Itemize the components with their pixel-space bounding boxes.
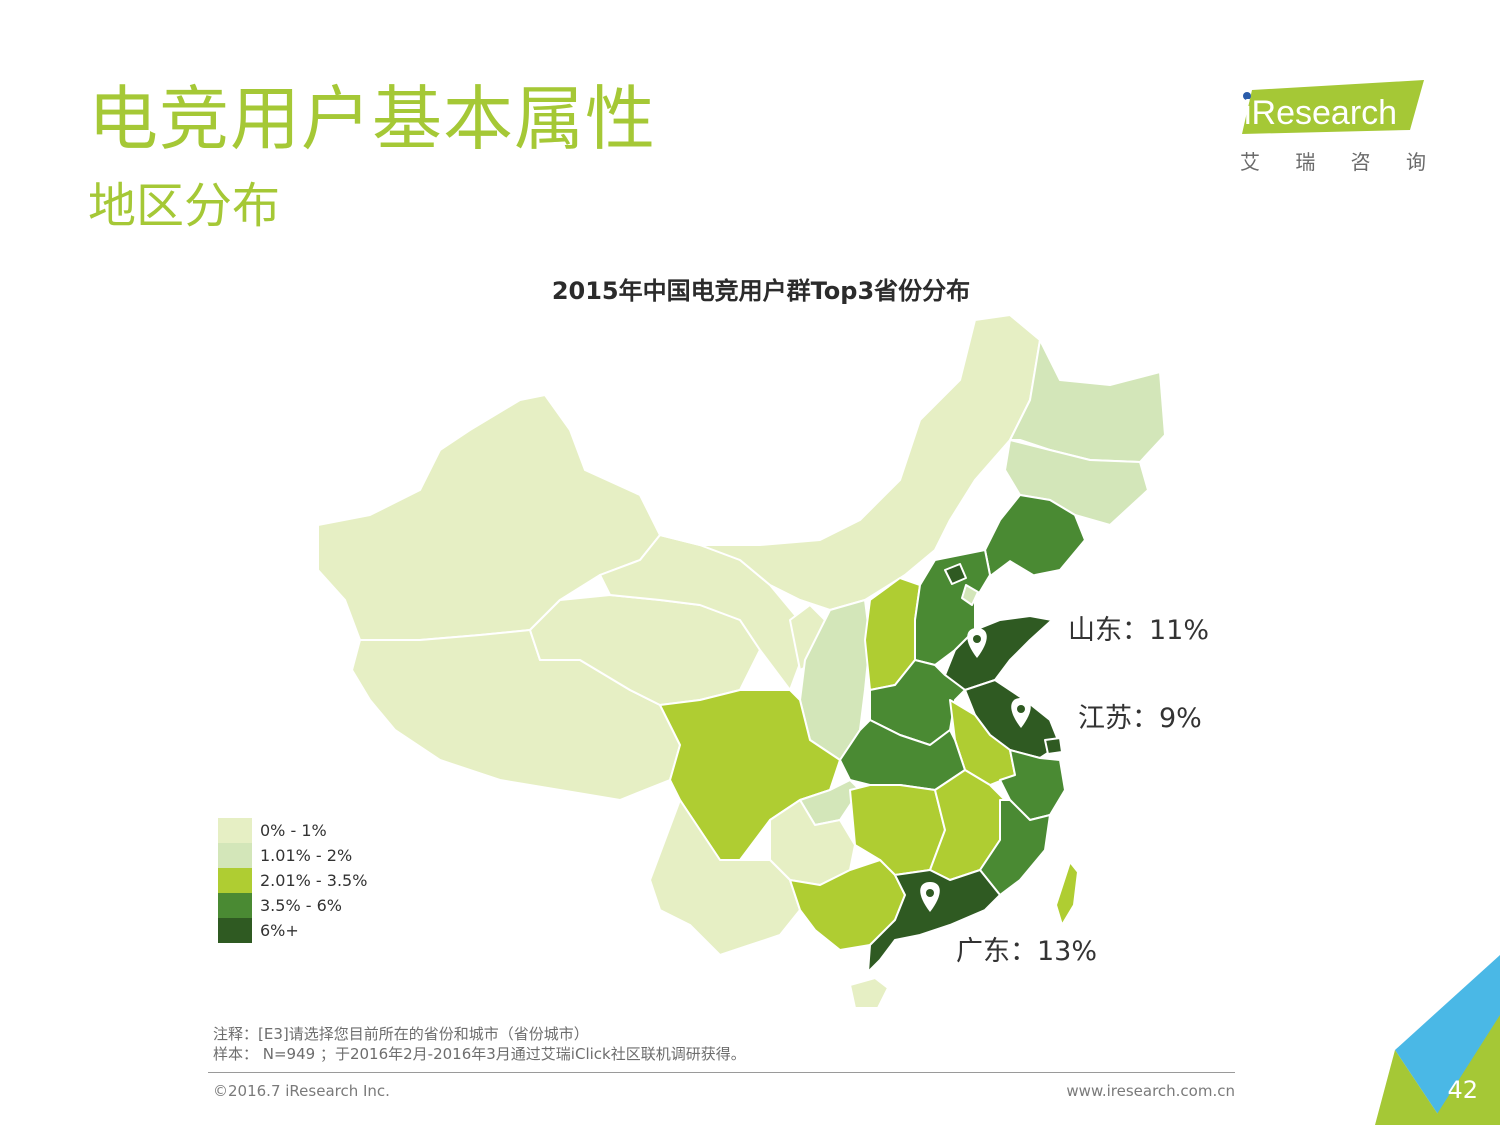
website-link[interactable]: www.iresearch.com.cn bbox=[1066, 1082, 1235, 1100]
province-yunnan bbox=[649, 799, 801, 956]
legend-item: 3.5% - 6% bbox=[218, 893, 367, 918]
province-hebei bbox=[914, 549, 991, 666]
province-taiwan bbox=[1055, 861, 1079, 926]
legend-label: 2.01% - 3.5% bbox=[260, 871, 368, 890]
province-hainan bbox=[849, 977, 889, 1009]
legend-item: 1.01% - 2% bbox=[218, 843, 367, 868]
logo-brand-text: iResearch bbox=[1244, 94, 1397, 132]
footer-divider bbox=[208, 1072, 1235, 1073]
logo-char: 瑞 bbox=[1295, 150, 1316, 174]
province-guangdong bbox=[867, 869, 1001, 973]
callout-jiangsu: 江苏：9% bbox=[1078, 703, 1202, 734]
legend-swatch bbox=[218, 868, 252, 893]
callout-guangdong: 广东：13% bbox=[956, 936, 1098, 967]
province-beijing bbox=[944, 563, 967, 585]
pin-icon bbox=[967, 628, 987, 658]
callout-shandong: 山东：11% bbox=[1068, 615, 1210, 646]
legend-label: 1.01% - 2% bbox=[260, 846, 353, 865]
province-shanghai bbox=[1044, 737, 1063, 755]
page-number: 42 bbox=[1447, 1076, 1478, 1104]
footnote-line: 样本： N=949 ；于2016年2月-2016年3月通过艾瑞iClick社区联… bbox=[213, 1045, 746, 1063]
legend-swatch bbox=[218, 918, 252, 943]
legend-item: 0% - 1% bbox=[218, 818, 367, 843]
iresearch-logo: iResearch bbox=[1242, 80, 1424, 134]
page-title: 电竞用户基本属性 bbox=[88, 78, 656, 160]
legend-swatch bbox=[218, 843, 252, 868]
legend-item: 6%+ bbox=[218, 918, 367, 943]
footnote: 注释：[E3]请选择您目前所在的省份和城市（省份城市） 样本： N=949 ；于… bbox=[213, 1024, 746, 1064]
province-jilin bbox=[1004, 439, 1149, 526]
legend-label: 0% - 1% bbox=[260, 821, 327, 840]
legend-swatch bbox=[218, 893, 252, 918]
legend-item: 2.01% - 3.5% bbox=[218, 868, 367, 893]
province-fujian bbox=[979, 799, 1051, 896]
logo-char: 艾 bbox=[1240, 150, 1260, 174]
bohai-sea bbox=[985, 560, 1035, 612]
page-subtitle: 地区分布 bbox=[88, 178, 281, 234]
province-hunan bbox=[849, 784, 946, 876]
pin-icon bbox=[920, 882, 940, 912]
china-province-map bbox=[317, 314, 1166, 1009]
footnote-line: 注释：[E3]请选择您目前所在的省份和城市（省份城市） bbox=[213, 1025, 589, 1043]
legend-label: 6%+ bbox=[260, 921, 299, 940]
legend-label: 3.5% - 6% bbox=[260, 896, 342, 915]
logo-chinese-name: 艾 瑞 咨 询 bbox=[1240, 146, 1426, 175]
pin-icon bbox=[1011, 698, 1031, 728]
logo-char: 咨 bbox=[1350, 150, 1371, 174]
map-legend: 0% - 1% 1.01% - 2% 2.01% - 3.5% 3.5% - 6… bbox=[218, 818, 367, 943]
corner-decoration bbox=[1375, 955, 1500, 1125]
province-tianjin bbox=[961, 584, 979, 606]
copyright-text: ©2016.7 iResearch Inc. bbox=[213, 1082, 390, 1100]
map-title: 2015年中国电竞用户群Top3省份分布 bbox=[551, 277, 971, 305]
logo-char: 询 bbox=[1405, 150, 1426, 174]
legend-swatch bbox=[218, 818, 252, 843]
